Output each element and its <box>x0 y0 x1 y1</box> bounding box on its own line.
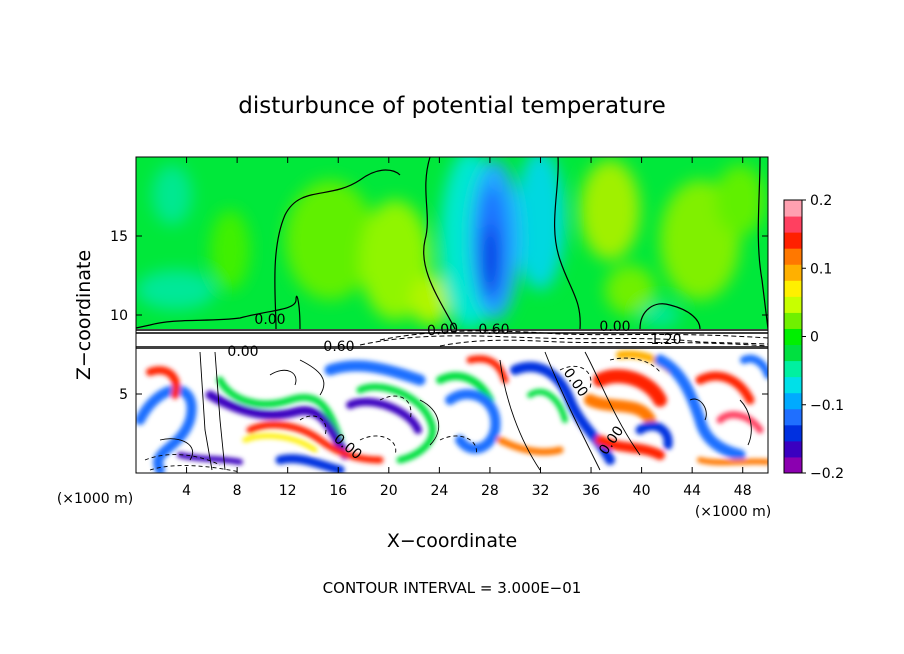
colorbar-swatch <box>784 216 802 233</box>
colorbar-swatch <box>784 296 802 313</box>
x-tick-label: 40 <box>633 483 651 499</box>
x-unit-left: (×1000 m) <box>57 491 133 507</box>
x-tick-label: 4 <box>182 483 191 499</box>
colorbar-swatch <box>784 456 802 474</box>
upper-field <box>136 157 768 329</box>
colorbar-swatch <box>784 280 802 297</box>
colorbar-swatch <box>784 376 802 394</box>
contour-label: 0.60 <box>323 339 354 355</box>
colorbar-swatch <box>784 248 802 265</box>
contour-label: 0.60 <box>478 322 509 338</box>
contour-label: 1.20 <box>650 332 681 348</box>
y-axis-label: Z−coordinate <box>73 250 95 380</box>
y-tick-label: 15 <box>110 229 128 245</box>
colorbar-tick-label: −0.1 <box>810 398 844 414</box>
x-tick-label: 16 <box>329 483 347 499</box>
y-tick-label: 5 <box>119 387 128 403</box>
colorbar-swatch <box>784 232 802 249</box>
colorbar-swatch <box>784 344 802 362</box>
colorbar-swatch <box>784 200 802 217</box>
chart-title: disturbunce of potential temperature <box>238 93 666 119</box>
x-tick-label: 28 <box>481 483 499 499</box>
x-tick-label: 32 <box>532 483 550 499</box>
x-tick-label: 36 <box>582 483 600 499</box>
contour-label: 0.00 <box>599 319 630 335</box>
colorbar-swatch <box>784 408 802 426</box>
colorbar-swatch <box>784 328 802 346</box>
x-tick-label: 44 <box>683 483 701 499</box>
contour-label: 0.00 <box>254 312 285 328</box>
colorbar-swatch <box>784 440 802 458</box>
x-tick-label: 12 <box>279 483 297 499</box>
x-tick-label: 20 <box>380 483 398 499</box>
contour-label: 0.00 <box>227 344 258 360</box>
x-tick-label: 8 <box>233 483 242 499</box>
colorbar-tick-label: 0.2 <box>810 193 832 209</box>
contour-label: 0.00 <box>426 321 458 340</box>
colorbar-tick-label: 0.1 <box>810 261 832 277</box>
colorbar-swatch <box>784 312 802 329</box>
colorbar-swatch <box>784 392 802 410</box>
y-tick-label: 10 <box>110 308 128 324</box>
colorbar-swatch <box>784 264 802 281</box>
x-tick-label: 24 <box>430 483 448 499</box>
x-unit-right: (×1000 m) <box>695 504 771 520</box>
x-tick-label: 48 <box>734 483 752 499</box>
colorbar-swatch <box>784 424 802 442</box>
lower-field <box>136 349 768 473</box>
colorbar-swatch <box>784 360 802 378</box>
x-axis-label: X−coordinate <box>387 530 517 552</box>
contour-interval-note: CONTOUR INTERVAL = 3.000E−01 <box>323 579 582 597</box>
contour-labels: 0.000.00 0.600.00 0.60 0.001.200.000.000.00 <box>227 312 681 463</box>
colorbar <box>783 199 803 474</box>
colorbar-tick-label: 0 <box>810 330 819 346</box>
colorbar-tick-label: −0.2 <box>810 466 844 482</box>
colorbar-ticks: 0.2 0.1 0 −0.1 −0.2 <box>802 193 844 482</box>
